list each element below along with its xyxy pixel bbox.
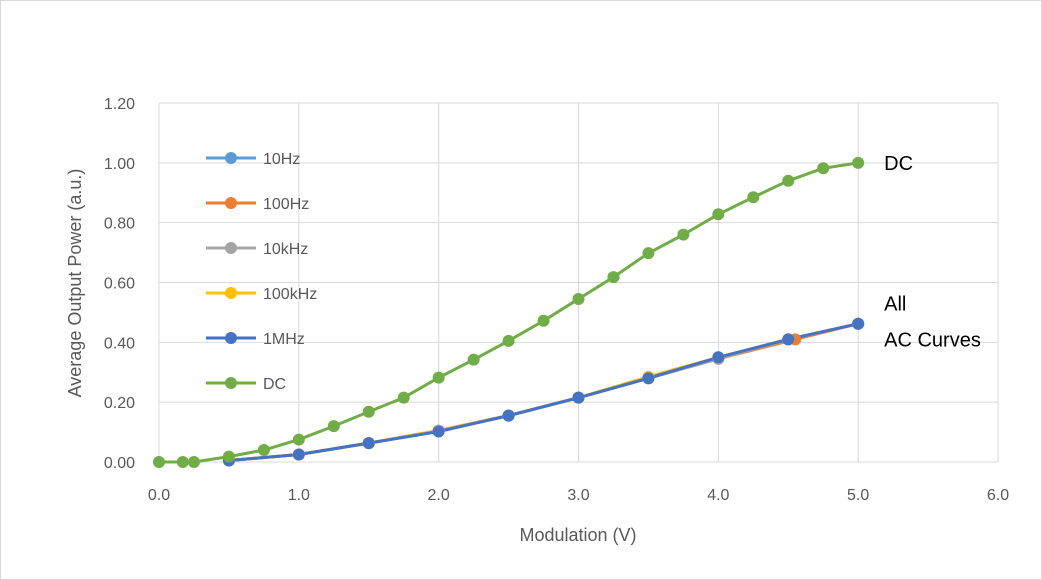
data-point-DC [502, 334, 515, 347]
legend-marker [225, 152, 237, 164]
legend: 10Hz 100Hz 10kHz 100kHz 1MHz DC [206, 151, 317, 393]
data-point-1MHz [642, 372, 655, 385]
legend-label: 10Hz [263, 151, 300, 168]
y-tick-label: 0.40 [104, 335, 135, 352]
series-group [153, 156, 865, 468]
data-point-DC [222, 450, 235, 463]
data-point-DC [782, 174, 795, 187]
data-point-DC [176, 456, 189, 468]
data-point-DC [327, 420, 340, 433]
data-point-DC [153, 456, 165, 468]
series-line-1MHz [228, 322, 859, 462]
data-point-DC [817, 162, 830, 175]
legend-marker [225, 332, 237, 344]
data-point-DC [852, 156, 865, 169]
data-point-1MHz [852, 317, 865, 330]
x-tick-label: 6.0 [987, 487, 1009, 504]
legend-marker [225, 377, 237, 389]
y-tick-label: 1.00 [104, 156, 135, 173]
x-tick-label: 4.0 [707, 487, 729, 504]
x-tick-label: 2.0 [428, 487, 450, 504]
y-tick-label: 1.20 [104, 96, 135, 113]
legend-label: DC [263, 376, 286, 393]
annotation-label: AC Curves [884, 329, 981, 351]
series-line-DC [159, 161, 859, 464]
data-point-1MHz [432, 425, 445, 438]
data-point-DC [572, 292, 585, 305]
x-tick-label: 1.0 [288, 487, 310, 504]
legend-marker [225, 242, 237, 254]
annotations: DC All AC Curves [884, 153, 981, 352]
data-point-DC [677, 228, 690, 241]
data-point-1MHz [712, 351, 725, 364]
data-point-1MHz [782, 333, 795, 346]
data-point-DC [607, 271, 620, 284]
legend-label: 100Hz [263, 196, 309, 213]
axes: 0.0 1.0 2.0 3.0 4.0 5.0 6.0 0.00 0.20 0.40 0.60 0.8… [104, 96, 1009, 504]
y-tick-label: 0.00 [104, 455, 135, 472]
data-point-DC [292, 433, 305, 446]
y-axis-title: Average Output Power (a.u.) [65, 169, 85, 398]
data-point-DC [712, 208, 725, 221]
data-point-1MHz [362, 437, 375, 450]
data-point-DC [467, 353, 480, 366]
annotation-label: All [884, 293, 906, 315]
legend-label: 10kHz [263, 241, 308, 258]
data-point-1MHz [572, 391, 585, 404]
y-tick-label: 0.20 [104, 395, 135, 412]
legend-label: 1MHz [263, 331, 305, 348]
data-point-DC [257, 444, 270, 457]
data-point-DC [642, 247, 655, 260]
data-point-DC [432, 371, 445, 384]
x-tick-label: 5.0 [847, 487, 869, 504]
x-tick-label: 3.0 [567, 487, 589, 504]
legend-marker [225, 287, 237, 299]
data-point-DC [362, 405, 375, 418]
y-tick-label: 0.80 [104, 216, 135, 233]
data-point-1MHz [502, 409, 515, 422]
annotation-label: DC [884, 153, 913, 175]
data-point-DC [747, 191, 760, 204]
legend-label: 100kHz [263, 286, 317, 303]
data-point-1MHz [292, 448, 305, 461]
x-tick-label: 0.0 [148, 487, 170, 504]
legend-marker [225, 197, 237, 209]
data-point-DC [187, 456, 200, 468]
x-axis-title: Modulation (V) [519, 525, 636, 545]
y-tick-label: 0.60 [104, 276, 135, 293]
data-point-DC [537, 314, 550, 327]
data-point-DC [397, 391, 410, 404]
